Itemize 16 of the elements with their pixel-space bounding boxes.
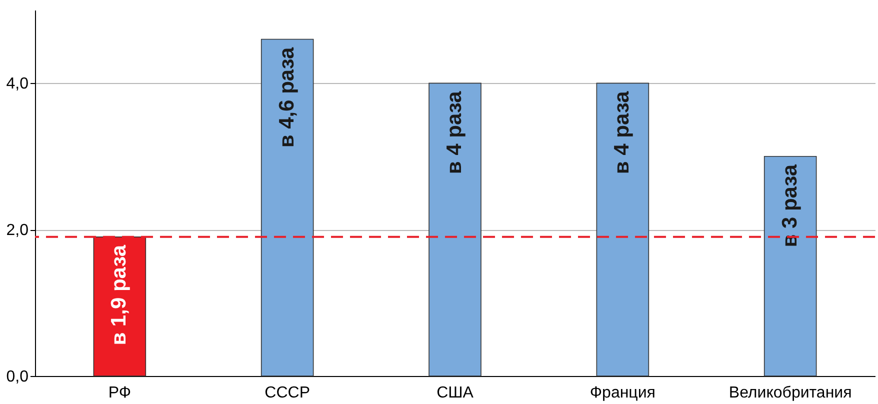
x-tick-label: РФ: [108, 384, 131, 402]
data-label: в 4,6 раза: [275, 46, 298, 148]
bar: [260, 38, 314, 376]
bar: [764, 156, 817, 376]
x-tick-label: Великобритания: [728, 384, 852, 402]
data-label: в 1,9 раза: [108, 244, 131, 346]
x-tick-label: СССР: [264, 384, 310, 402]
x-tick-label: США: [436, 384, 474, 402]
bar: [596, 82, 650, 376]
data-label: в 4 раза: [443, 90, 466, 174]
y-tick-label: 2,0: [6, 222, 29, 240]
y-tick-label: 0,0: [6, 368, 29, 386]
x-tick-label: Франция: [590, 384, 656, 402]
data-label: в 4 раза: [610, 90, 634, 174]
y-tick-label: 4,0: [6, 76, 29, 93]
bar: [428, 82, 482, 376]
